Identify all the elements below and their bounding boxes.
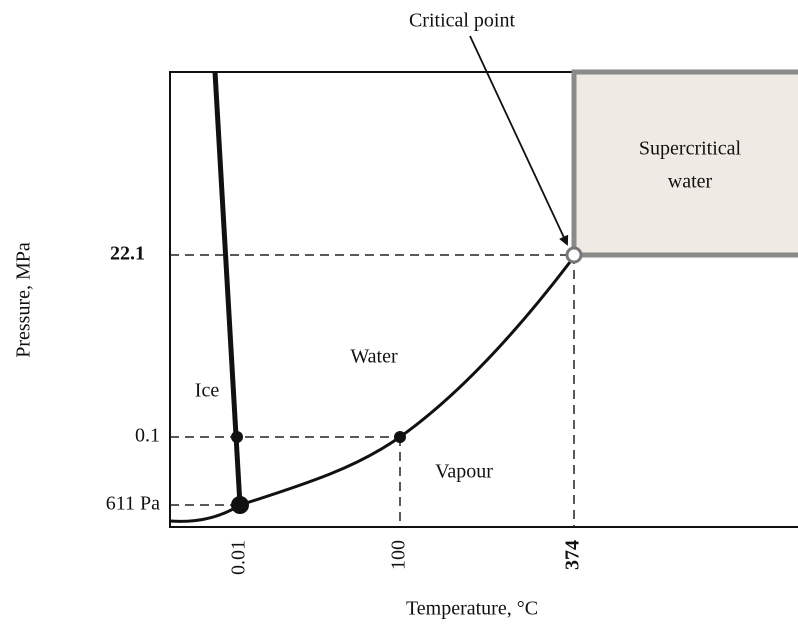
- region-label: Vapour: [435, 461, 493, 483]
- point: [394, 431, 406, 443]
- point: [231, 431, 243, 443]
- x-tick-label: 374: [562, 540, 584, 570]
- region-label: water: [668, 171, 713, 193]
- annotation: Critical point: [409, 10, 516, 32]
- arrow: [469, 35, 569, 246]
- plot-frame: [169, 71, 798, 528]
- sublimation-curve: [169, 503, 241, 523]
- vaporization-curve: [239, 261, 572, 507]
- critical-point: [565, 246, 583, 264]
- x-tick-label: 100: [388, 540, 410, 570]
- y-axis-label: Pressure, MPa: [13, 242, 35, 358]
- x-axis-label: Temperature, °C: [406, 598, 538, 620]
- y-tick-label: 611 Pa: [106, 493, 160, 515]
- supercritical-region: [571, 69, 798, 258]
- x-tick-label: 0.01: [228, 540, 250, 575]
- region-label: Supercritical: [639, 138, 742, 160]
- y-tick-label: 22.1: [110, 243, 145, 265]
- region-label: Ice: [195, 380, 220, 402]
- triple-point: [231, 496, 249, 514]
- region-label: Water: [350, 346, 398, 368]
- y-tick-label: 0.1: [135, 425, 160, 447]
